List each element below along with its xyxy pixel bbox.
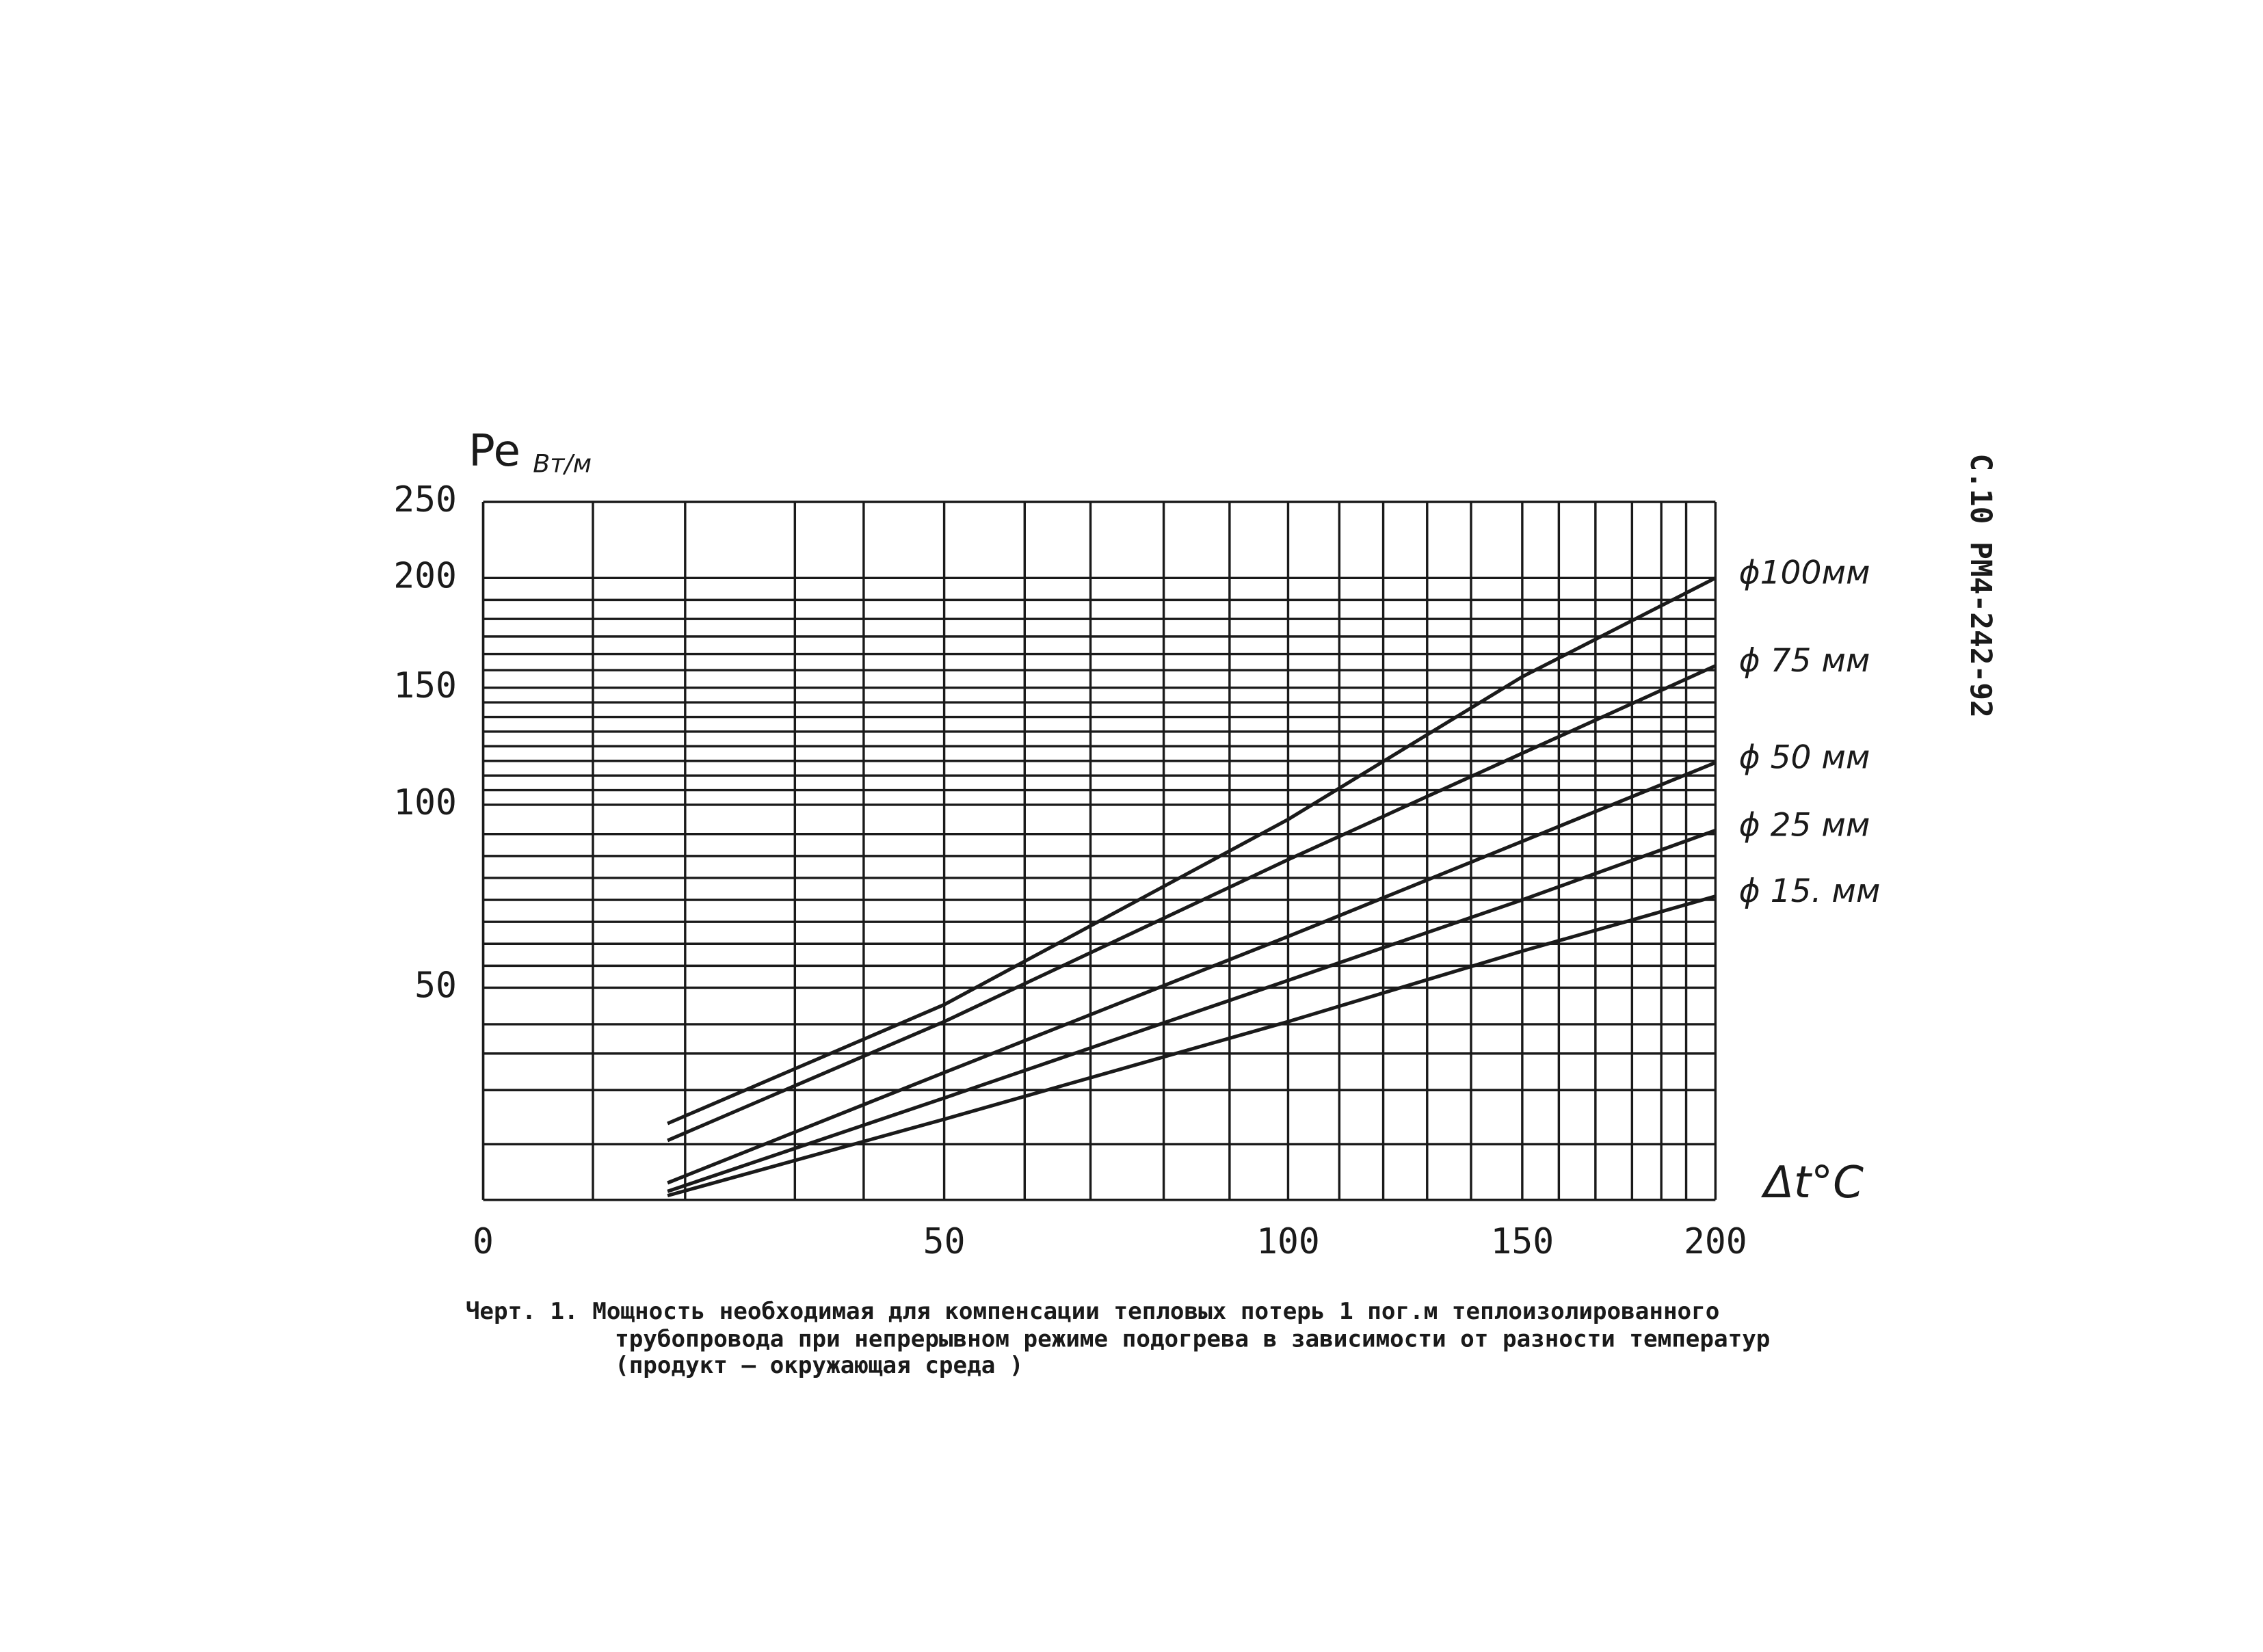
- y-tick-label: 100: [393, 782, 457, 823]
- y-tick-label: 150: [393, 665, 457, 706]
- curve: [667, 664, 1717, 1143]
- curve: [667, 576, 1717, 1125]
- y-axis-label: Pe: [468, 425, 520, 477]
- series-label: ϕ 15. мм: [1739, 872, 1881, 910]
- caption-line: (продукт – окружающая среда ): [615, 1352, 1023, 1379]
- x-tick-label: 50: [923, 1221, 966, 1262]
- curve: [667, 829, 1717, 1193]
- y-axis-unit: Вт/м: [533, 449, 592, 479]
- caption-line: Черт. 1. Мощность необходимая для компен…: [466, 1298, 1720, 1325]
- page-label: С.10 РМ4-242-92: [1963, 453, 1998, 717]
- caption-line: трубопровода при непрерывном режиме подо…: [615, 1326, 1770, 1353]
- y-tick-label: 50: [414, 965, 457, 1006]
- x-tick-label: 0: [473, 1221, 494, 1262]
- x-tick-label: 200: [1684, 1221, 1747, 1262]
- curve: [667, 760, 1717, 1185]
- y-tick-label: 200: [393, 555, 457, 596]
- series-label: ϕ 25 мм: [1739, 807, 1870, 844]
- y-tick-label: 250: [393, 479, 457, 520]
- x-tick-label: 100: [1256, 1221, 1320, 1262]
- series-label: ϕ 75 мм: [1739, 642, 1870, 680]
- x-axis-label: Δt°C: [1760, 1157, 1864, 1208]
- series-label: ϕ 50 мм: [1739, 739, 1870, 777]
- series-label: ϕ100мм: [1739, 554, 1870, 591]
- x-tick-label: 150: [1490, 1221, 1554, 1262]
- curve: [667, 894, 1717, 1198]
